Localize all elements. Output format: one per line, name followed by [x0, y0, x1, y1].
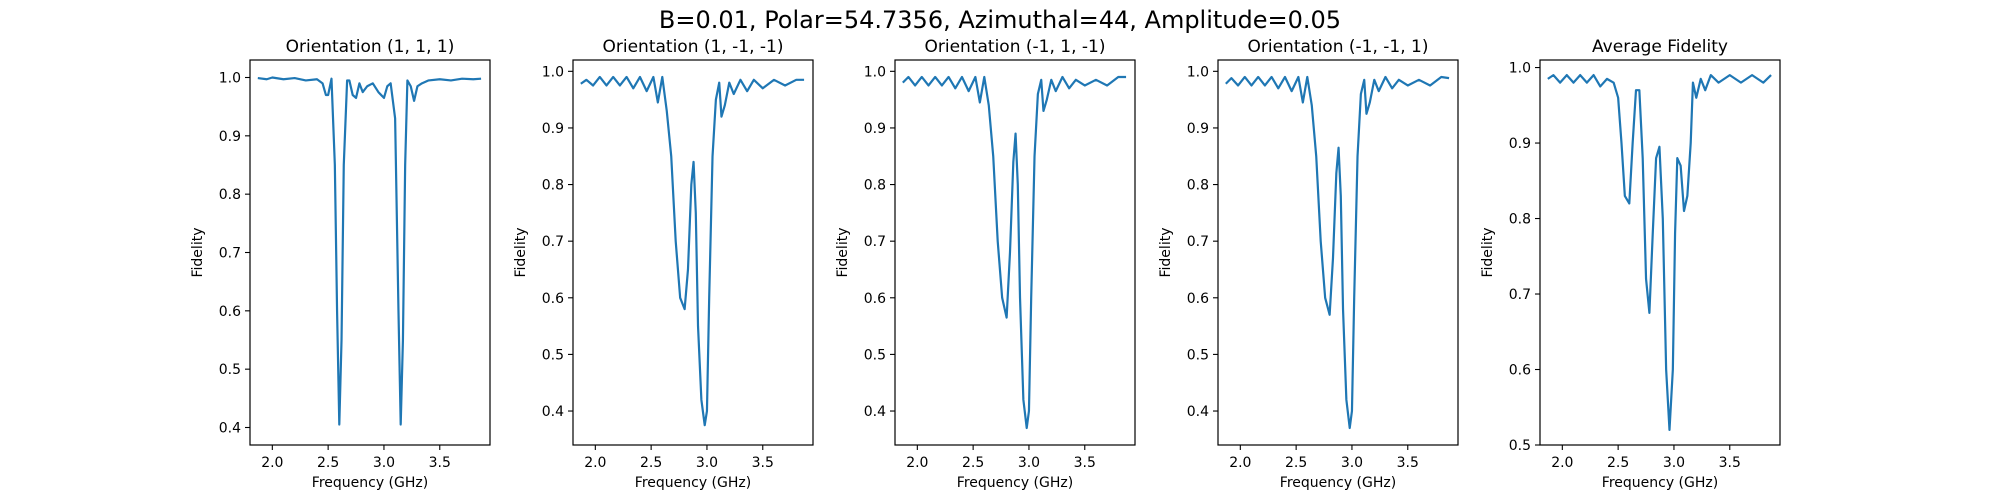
y-tick-label: 0.5 [219, 362, 241, 378]
subplot-title: Orientation (-1, 1, -1) [925, 37, 1106, 57]
y-tick-label: 1.0 [1187, 64, 1209, 80]
x-axis-label: Frequency (GHz) [635, 475, 751, 491]
x-tick-label: 3.5 [429, 455, 451, 471]
axes-frame [894, 59, 1136, 446]
subplot-3: Orientation (-1, 1, -1) 2.0 2.5 3.0 3.5 0.4 0.… [835, 37, 1136, 491]
figure-suptitle: B=0.01, Polar=54.7356, Azimuthal=44, Amp… [659, 6, 1341, 34]
y-tick-label: 0.4 [542, 404, 564, 420]
x-tick-label: 3.0 [1341, 455, 1363, 471]
subplot-title: Average Fidelity [1592, 37, 1728, 57]
y-tick-label: 0.7 [1187, 234, 1209, 250]
y-tick-label: 0.6 [1187, 291, 1209, 307]
y-tick-label: 0.4 [864, 404, 886, 420]
axes-frame [1539, 59, 1781, 446]
y-tick-label: 0.7 [864, 234, 886, 250]
subplot-panels: Orientation (1, 1, 1) 2.0 2.5 3.0 3.5 0.4 0.5 0… [190, 37, 1781, 491]
x-tick-label: 3.5 [1074, 455, 1096, 471]
y-tick-label: 0.5 [542, 347, 564, 363]
y-tick-label: 0.7 [542, 234, 564, 250]
subplot-title: Orientation (1, -1, -1) [603, 37, 784, 57]
x-tick-label: 3.5 [1397, 455, 1419, 471]
subplot-2: Orientation (1, -1, -1) 2.0 2.5 3.0 3.5 0.4 0.… [513, 37, 814, 491]
y-tick-label: 0.6 [864, 291, 886, 307]
y-tick-label: 1.0 [1509, 61, 1531, 77]
y-axis-label: Fidelity [835, 228, 851, 278]
y-tick-label: 1.0 [864, 64, 886, 80]
x-tick-label: 2.0 [584, 455, 606, 471]
x-tick-label: 2.5 [317, 455, 339, 471]
axes-frame [249, 59, 491, 446]
y-tick-label: 0.8 [542, 178, 564, 194]
x-tick-label: 2.5 [1607, 455, 1629, 471]
x-axis-label: Frequency (GHz) [1280, 475, 1396, 491]
x-tick-label: 3.5 [1719, 455, 1741, 471]
x-tick-label: 3.0 [1018, 455, 1040, 471]
y-tick-label: 0.8 [219, 187, 241, 203]
series-line [580, 75, 805, 427]
y-tick-label: 1.0 [219, 71, 241, 87]
y-tick-label: 0.4 [1187, 404, 1209, 420]
y-axis-label: Fidelity [1158, 228, 1174, 278]
x-tick-label: 3.0 [696, 455, 718, 471]
series-line [257, 76, 482, 426]
x-tick-label: 2.5 [1285, 455, 1307, 471]
y-tick-label: 0.9 [1509, 136, 1531, 152]
y-tick-label: 0.5 [1187, 347, 1209, 363]
y-tick-label: 0.8 [1509, 212, 1531, 228]
y-tick-label: 0.6 [542, 291, 564, 307]
x-axis-label: Frequency (GHz) [1602, 475, 1718, 491]
x-tick-label: 3.0 [373, 455, 395, 471]
x-tick-label: 2.0 [906, 455, 928, 471]
subplot-5: Average Fidelity 2.0 2.5 3.0 3.5 0.5 0.6 0.7 0.8… [1480, 37, 1781, 491]
subplot-title: Orientation (1, 1, 1) [286, 37, 455, 57]
subplot-title: Orientation (-1, -1, 1) [1248, 37, 1429, 57]
y-axis-label: Fidelity [190, 228, 206, 278]
x-tick-label: 2.5 [962, 455, 984, 471]
x-axis-label: Frequency (GHz) [957, 475, 1073, 491]
axes-frame [572, 59, 814, 446]
y-tick-label: 0.8 [1187, 178, 1209, 194]
y-tick-label: 0.9 [542, 121, 564, 137]
series-line [902, 75, 1127, 430]
y-tick-label: 0.7 [1509, 287, 1531, 303]
x-axis-label: Frequency (GHz) [312, 475, 428, 491]
subplot-4: Orientation (-1, -1, 1) 2.0 2.5 3.0 3.5 0.4 0.… [1158, 37, 1459, 491]
x-tick-label: 2.0 [1551, 455, 1573, 471]
y-tick-label: 0.9 [1187, 121, 1209, 137]
y-axis-label: Fidelity [1480, 228, 1496, 278]
x-tick-label: 3.0 [1663, 455, 1685, 471]
x-tick-label: 2.5 [640, 455, 662, 471]
x-tick-label: 2.0 [261, 455, 283, 471]
y-tick-label: 0.5 [1509, 438, 1531, 454]
series-line [1547, 74, 1772, 431]
y-tick-label: 1.0 [542, 64, 564, 80]
y-tick-label: 0.9 [864, 121, 886, 137]
axes-frame [1217, 59, 1459, 446]
y-axis-label: Fidelity [513, 228, 529, 278]
y-tick-label: 0.9 [219, 129, 241, 145]
y-tick-label: 0.8 [864, 178, 886, 194]
y-tick-label: 0.6 [1509, 363, 1531, 379]
y-tick-label: 0.4 [219, 421, 241, 437]
subplot-1: Orientation (1, 1, 1) 2.0 2.5 3.0 3.5 0.4 0.5 0… [190, 37, 491, 491]
x-tick-label: 3.5 [752, 455, 774, 471]
series-line [1225, 75, 1450, 430]
y-tick-label: 0.6 [219, 304, 241, 320]
y-tick-label: 0.5 [864, 347, 886, 363]
y-tick-label: 0.7 [219, 246, 241, 262]
x-tick-label: 2.0 [1229, 455, 1251, 471]
